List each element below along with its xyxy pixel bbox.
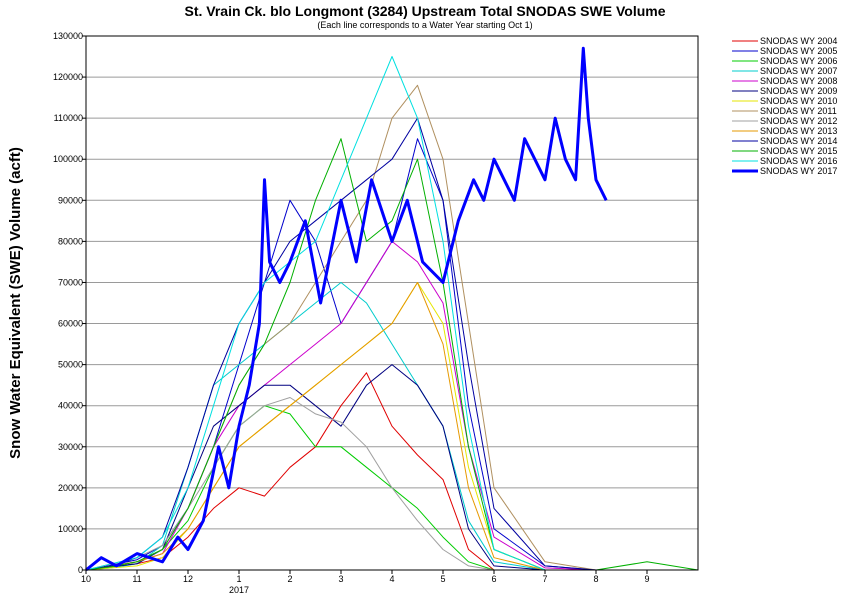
y-tick-label: 20000 [58, 483, 83, 493]
x-tick-label: 8 [593, 574, 598, 584]
gridlines [86, 35, 698, 571]
series-line-snodas-wy-2017 [85, 46, 608, 572]
x-tick-label: 1 [236, 574, 241, 584]
plot-frame [85, 35, 699, 571]
legend-label: SNODAS WY 2004 [760, 36, 837, 46]
y-tick-label: 130000 [53, 31, 83, 41]
legend-label: SNODAS WY 2006 [760, 56, 837, 66]
chart-subtitle: (Each line corresponds to a Water Year s… [317, 20, 532, 30]
series-line-snodas-wy-2015 [85, 138, 699, 571]
y-axis-label: Snow Water Equivalent (SWE) Volume (acft… [7, 147, 24, 459]
y-tick-label: 90000 [58, 195, 83, 205]
x-tick-label: 2 [287, 574, 292, 584]
y-tick-label: 40000 [58, 401, 83, 411]
plot-area [85, 46, 699, 572]
y-tick-label: 80000 [58, 236, 83, 246]
y-tick-label: 0 [78, 565, 83, 575]
x-tick-year-label: 2017 [229, 585, 249, 595]
x-tick-label: 6 [491, 574, 496, 584]
series-line-snodas-wy-2009 [85, 364, 698, 571]
y-axis-ticks: 0 10000 20000 30000 40000 50000 60000 70000 8000… [53, 31, 86, 575]
y-tick-label: 10000 [58, 524, 83, 534]
legend-label: SNODAS WY 2017 [760, 166, 837, 176]
y-tick-label: 30000 [58, 442, 83, 452]
x-tick-label: 3 [338, 574, 343, 584]
legend-label: SNODAS WY 2007 [760, 66, 837, 76]
x-tick-label: 12 [183, 574, 193, 584]
y-tick-label: 110000 [54, 113, 83, 123]
x-tick-label: 7 [542, 574, 547, 584]
legend-label: SNODAS WY 2009 [760, 86, 837, 96]
legend-label: SNODAS WY 2011 [760, 106, 837, 116]
series-line-snodas-wy-2007 [85, 282, 698, 571]
x-tick-label: 9 [644, 574, 649, 584]
chart-title: St. Vrain Ck. blo Longmont (3284) Upstre… [185, 3, 666, 19]
legend-label: SNODAS WY 2008 [760, 76, 837, 86]
series-line-snodas-wy-2016 [85, 56, 698, 571]
y-tick-label: 70000 [58, 277, 83, 287]
legend-label: SNODAS WY 2010 [760, 96, 837, 106]
legend-label: SNODAS WY 2005 [760, 46, 837, 56]
series-line-snodas-wy-2012 [85, 397, 698, 571]
x-tick-label: 4 [389, 574, 394, 584]
y-tick-label: 50000 [58, 360, 83, 370]
x-tick-label: 11 [132, 574, 141, 584]
y-tick-label: 60000 [58, 319, 83, 329]
x-tick-label: 5 [440, 574, 445, 584]
y-tick-label: 100000 [53, 154, 83, 164]
legend-label: SNODAS WY 2013 [760, 126, 837, 136]
legend-label: SNODAS WY 2016 [760, 156, 837, 166]
legend-label: SNODAS WY 2014 [760, 136, 837, 146]
legend-label: SNODAS WY 2012 [760, 116, 837, 126]
series-line-snodas-wy-2005 [85, 138, 698, 571]
x-tick-label: 10 [81, 574, 91, 584]
y-tick-label: 120000 [53, 72, 83, 82]
legend-label: SNODAS WY 2015 [760, 146, 837, 156]
series-line-snodas-wy-2008 [85, 240, 698, 571]
